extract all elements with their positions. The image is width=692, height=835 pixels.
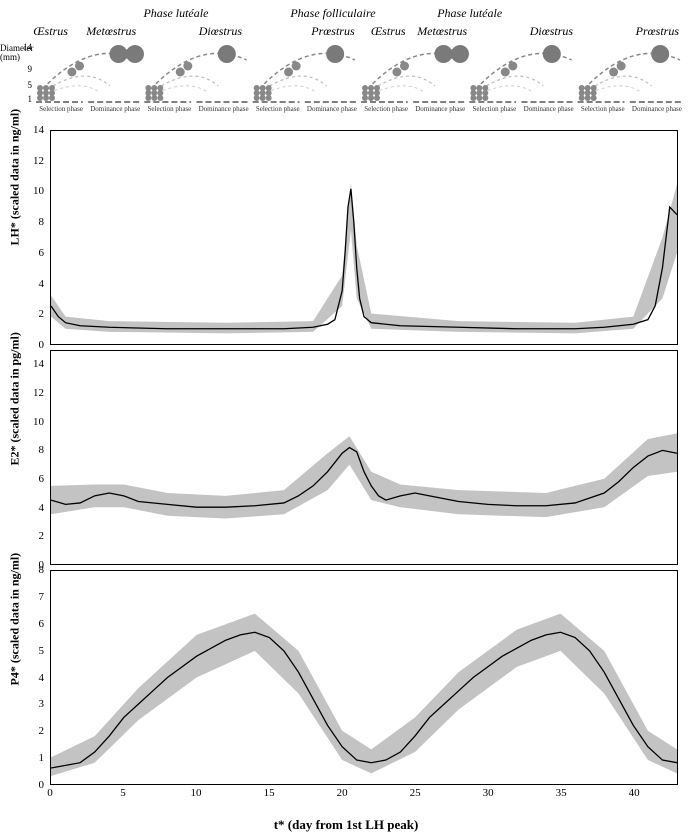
- ytick: 14: [33, 358, 44, 370]
- ytick: 4: [39, 278, 45, 290]
- ytick: 2: [39, 308, 45, 320]
- stage-label: Metœstrus: [86, 24, 136, 39]
- ytick: 2: [39, 725, 45, 737]
- seldom-label: Dominance phase: [522, 106, 576, 113]
- ytick: 4: [39, 672, 45, 684]
- diameter-axis-ticks: 14951: [18, 42, 34, 100]
- stage-label: Metœstrus: [417, 24, 467, 39]
- ytick: 0: [39, 779, 45, 791]
- seldom-label: Selection phase: [576, 106, 630, 113]
- seldom-label: Dominance phase: [413, 106, 467, 113]
- ytick: 4: [39, 502, 45, 514]
- xticks: 0 5 10 15 20 25 30 35 40: [50, 787, 678, 803]
- xtick: 0: [47, 787, 53, 799]
- yticks-p4: 012345678: [20, 570, 48, 785]
- stage-label: Diœstrus: [199, 24, 242, 39]
- ytick: 6: [39, 618, 45, 630]
- ytick: 2: [39, 530, 45, 542]
- ytick: 10: [33, 416, 44, 428]
- ytick: 7: [39, 591, 45, 603]
- ytick: 10: [33, 185, 44, 197]
- plot-p4: [50, 570, 678, 785]
- diameter-tick: 1: [28, 94, 33, 104]
- ylabel-lh: LH* (scaled data in ng/ml): [8, 227, 23, 245]
- plot-e2: [50, 350, 678, 565]
- phase-labels-row: Phase lutéale Phase folliculaire Phase lut…: [70, 6, 682, 22]
- seldom-label: Dominance phase: [197, 106, 251, 113]
- stage-label: Œstrus: [371, 24, 406, 39]
- ytick: 8: [39, 444, 45, 456]
- ytick: 6: [39, 247, 45, 259]
- ylabel-p4: P4* (scaled data in ng/ml): [8, 667, 23, 685]
- xtick: 5: [120, 787, 126, 799]
- seldom-label: Dominance phase: [88, 106, 142, 113]
- stage-label: Diœstrus: [530, 24, 573, 39]
- xtick: 10: [191, 787, 202, 799]
- ytick: 1: [39, 752, 45, 764]
- xtick: 15: [264, 787, 275, 799]
- panel-lh: 02468101214: [50, 130, 678, 345]
- seldom-label: Selection phase: [251, 106, 305, 113]
- xtick: 35: [556, 787, 567, 799]
- phase-label: Phase lutéale: [437, 6, 502, 21]
- ylabel-e2: E2* (scaled data in pg/ml): [8, 447, 23, 465]
- stage-label: Prœstrus: [636, 24, 679, 39]
- diameter-tick: 5: [28, 80, 33, 90]
- diameter-axis-label: Diameter (mm): [0, 44, 18, 62]
- selection-dominance-row: Selection phaseDominance phaseSelection …: [34, 106, 684, 128]
- seldom-label: Dominance phase: [630, 106, 684, 113]
- seldom-label: Dominance phase: [305, 106, 359, 113]
- panel-e2: 02468101214: [50, 350, 678, 565]
- chart-panels: 02468101214 LH* (scaled data in ng/ml) 0…: [0, 130, 692, 835]
- yticks-lh: 02468101214: [20, 130, 48, 345]
- ytick: 5: [39, 645, 45, 657]
- plot-lh: [50, 130, 678, 345]
- follicle-diagram: [34, 42, 684, 108]
- seldom-label: Selection phase: [34, 106, 88, 113]
- xtick: 40: [629, 787, 640, 799]
- phase-label: Phase lutéale: [143, 6, 208, 21]
- xtick: 20: [337, 787, 348, 799]
- ytick: 8: [39, 564, 45, 576]
- seldom-label: Selection phase: [142, 106, 196, 113]
- phase-label: Phase folliculaire: [290, 6, 375, 21]
- diameter-tick: 14: [23, 42, 32, 52]
- seldom-label: Selection phase: [467, 106, 521, 113]
- figure-root: Phase lutéale Phase folliculaire Phase lut…: [0, 0, 692, 835]
- xtick: 30: [483, 787, 494, 799]
- xtick: 25: [410, 787, 421, 799]
- panel-p4: 012345678 0510152025303540: [50, 570, 678, 785]
- stage-label: Prœstrus: [311, 24, 354, 39]
- ytick: 8: [39, 216, 45, 228]
- diameter-tick: 9: [28, 64, 33, 74]
- ytick: 12: [33, 155, 44, 167]
- stage-labels-row: Œstrus Metœstrus Diœstrus Prœstrus Œstrus Met…: [20, 24, 682, 40]
- stage-label: Œstrus: [33, 24, 68, 39]
- yticks-e2: 02468101214: [20, 350, 48, 565]
- ytick: 6: [39, 473, 45, 485]
- xlabel: t* (day from 1st LH peak): [0, 817, 692, 833]
- ytick: 12: [33, 387, 44, 399]
- seldom-label: Selection phase: [359, 106, 413, 113]
- ytick: 3: [39, 698, 45, 710]
